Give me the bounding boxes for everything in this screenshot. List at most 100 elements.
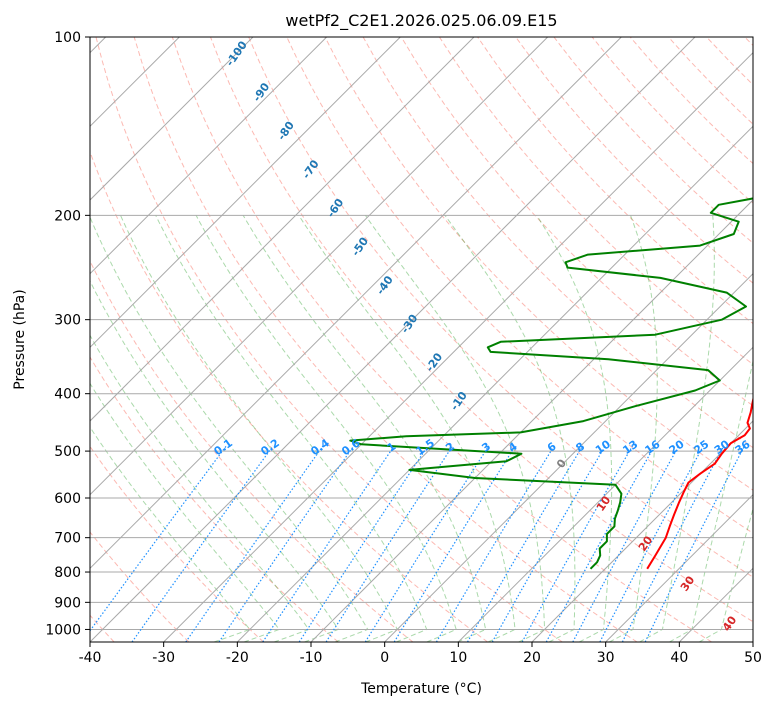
mixing-ratio-line <box>491 445 606 642</box>
mixing-ratio-label: 6 <box>545 440 559 455</box>
x-tick-label: -10 <box>300 650 323 666</box>
moist-adiabat <box>609 215 658 642</box>
mixing-ratio-line <box>262 445 395 642</box>
dry-adiabat-label: 30 <box>678 573 698 593</box>
mixing-ratio-label: 2 <box>443 440 457 455</box>
mixing-ratio-label: 0.4 <box>308 436 332 458</box>
dry-adiabat <box>95 37 563 642</box>
moist-adiabat <box>298 215 516 642</box>
dry-adiabat <box>706 37 753 86</box>
dry-adiabat <box>171 37 712 642</box>
dry-adiabat-label: -70 <box>300 157 322 181</box>
isotherm <box>90 37 549 496</box>
dry-adiabat <box>210 37 753 623</box>
mixing-ratio-line <box>298 445 429 642</box>
temperature-profile-line <box>646 395 753 570</box>
dry-adiabat <box>400 37 753 407</box>
dry-adiabat-label: -20 <box>423 350 445 374</box>
mixing-ratio-label: 0.1 <box>212 436 235 458</box>
dry-adiabat <box>515 37 753 284</box>
isotherm <box>236 125 753 642</box>
y-tick-label: 900 <box>54 595 81 611</box>
y-axis-label: Pressure (hPa) <box>12 289 28 389</box>
dewpoint-profile-line <box>349 197 753 570</box>
chart-title: wetPf2_C2E1.2026.025.06.09.E15 <box>285 11 557 31</box>
profile-series <box>349 197 753 570</box>
x-tick-label: 20 <box>523 650 541 666</box>
mixing-ratio-label: 30 <box>712 437 732 457</box>
moist-adiabat <box>90 215 369 642</box>
isotherm <box>90 37 401 349</box>
y-tick-label: 1000 <box>45 622 81 638</box>
y-tick-label: 700 <box>54 531 81 547</box>
dry-adiabat <box>324 37 753 491</box>
isotherm <box>457 346 753 642</box>
dry-adiabat-label: -100 <box>223 38 250 68</box>
dry-adiabat <box>90 150 488 642</box>
moist-adiabat <box>120 215 398 642</box>
axis-ticks: -40 -30 -20 -10 0 10 20 30 40 5010020030040050060… <box>45 30 762 666</box>
isotherm <box>678 567 753 642</box>
mixing-ratio-line <box>218 445 355 642</box>
isotherm <box>90 37 328 275</box>
moist-adiabat <box>155 215 428 642</box>
moist-adiabat <box>639 215 715 642</box>
mixing-ratio-line <box>466 445 584 642</box>
mixing-ratio-line <box>393 445 516 642</box>
moist-adiabat <box>669 358 753 642</box>
isotherm <box>752 641 753 642</box>
y-tick-label: 600 <box>54 491 81 507</box>
isotherm <box>384 272 753 642</box>
moist-adiabat <box>90 279 340 642</box>
isotherm <box>90 37 622 570</box>
x-axis-label: Temperature (°C) <box>360 681 482 697</box>
dry-adiabat-label: -60 <box>324 196 346 220</box>
mixing-ratio-line <box>545 445 656 642</box>
moist-adiabat <box>698 506 753 642</box>
x-tick-label: -30 <box>152 650 175 666</box>
isotherm <box>310 199 753 642</box>
mixing-ratio-line <box>185 445 324 642</box>
y-tick-label: 400 <box>54 387 81 403</box>
x-tick-label: 50 <box>744 650 762 666</box>
dry-adiabat <box>90 356 339 642</box>
y-tick-label: 800 <box>54 565 81 581</box>
x-tick-label: -20 <box>226 650 249 666</box>
dry-adiabat-label: -30 <box>398 312 420 336</box>
isotherm <box>163 51 753 642</box>
dry-adiabat-label: -40 <box>374 273 396 297</box>
mixing-ratio-line <box>572 445 680 642</box>
isotherm <box>90 37 475 422</box>
dry-adiabat <box>477 37 753 325</box>
x-tick-label: -40 <box>79 650 102 666</box>
y-tick-label: 100 <box>54 30 81 46</box>
moist-adiabat <box>195 215 457 642</box>
dry-adiabat-label: -50 <box>349 235 371 259</box>
dry-adiabat-label: 0 <box>554 457 569 471</box>
dry-adiabat-label: -80 <box>275 119 297 143</box>
y-tick-label: 200 <box>54 208 81 224</box>
y-tick-label: 500 <box>54 444 81 460</box>
moist-adiabat <box>536 215 613 642</box>
mixing-ratio-line <box>644 445 746 642</box>
x-tick-label: 10 <box>449 650 467 666</box>
isotherm <box>531 420 753 642</box>
mixing-ratio-line <box>364 445 490 642</box>
isotherm <box>90 37 696 642</box>
dry-adiabat <box>133 37 638 642</box>
dry-adiabat-label: 20 <box>636 533 656 553</box>
mixing-ratio-line <box>435 445 555 642</box>
dry-adiabat <box>90 259 414 642</box>
mixing-ratio-line <box>521 445 634 642</box>
dry-adiabat <box>591 37 753 204</box>
mixing-ratio-line <box>90 445 227 632</box>
dry-adiabat <box>248 37 753 578</box>
moist-adiabat <box>242 215 487 642</box>
dry-adiabat <box>668 37 753 125</box>
dry-adiabat-label: 10 <box>594 493 614 513</box>
x-tick-label: 30 <box>597 650 615 666</box>
isotherm <box>90 37 254 201</box>
mixing-ratio-label: 20 <box>667 437 687 457</box>
dry-adiabat <box>438 37 753 366</box>
